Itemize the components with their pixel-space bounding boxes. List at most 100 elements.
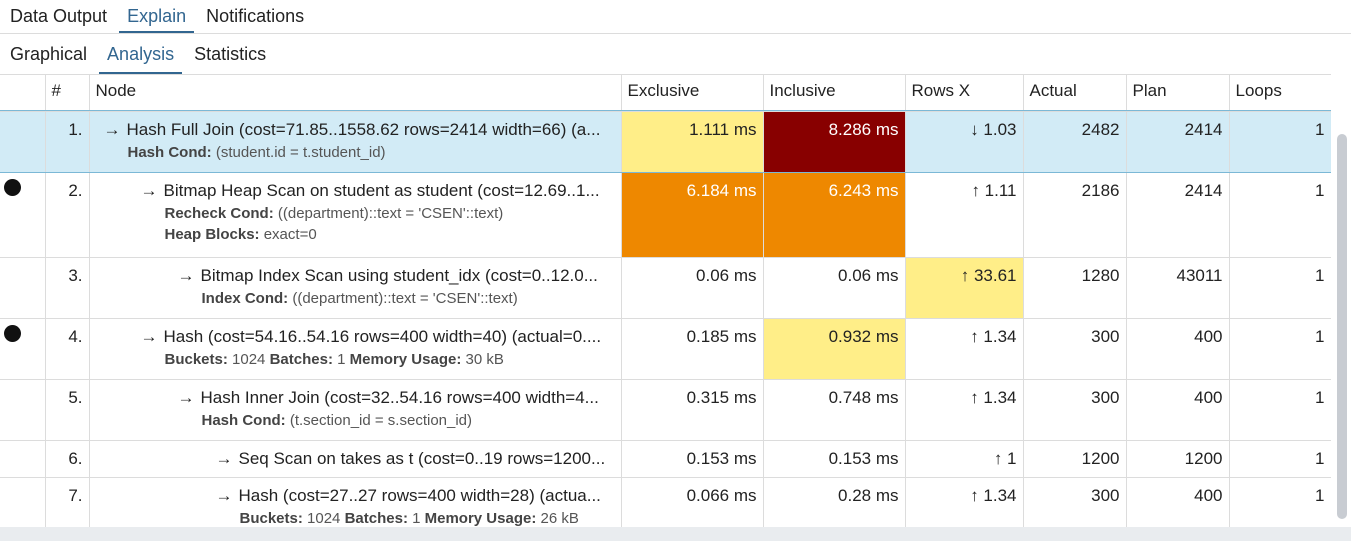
- detail-label: Heap Blocks:: [164, 225, 260, 243]
- row-marker: [0, 172, 46, 258]
- tab-explain[interactable]: Explain: [117, 0, 196, 33]
- detail-label: Index Cond:: [201, 289, 289, 307]
- actual-cell: 300: [1023, 318, 1127, 380]
- actual-cell: 300: [1023, 379, 1127, 441]
- detail-value: (t.section_id = s.section_id): [285, 411, 473, 429]
- detail-label: Batches:: [344, 509, 408, 527]
- node-label: Seq Scan on takes as t (cost=0..19 rows=…: [238, 448, 606, 468]
- vertical-scrollbar-thumb[interactable]: [1337, 134, 1347, 519]
- plan-cell: 1200: [1126, 440, 1230, 478]
- tab-graphical[interactable]: Graphical: [10, 43, 88, 64]
- row-index: 1.: [45, 111, 90, 173]
- arrow-right-icon: →: [215, 448, 233, 468]
- loops-cell: 1: [1229, 172, 1331, 258]
- loops-cell: 1: [1229, 440, 1331, 478]
- rows-x-cell: ↑ 1.11: [905, 172, 1024, 258]
- arrow-right-icon: →: [177, 265, 195, 285]
- table-row[interactable]: 2. → Bitmap Heap Scan on student as stude…: [0, 172, 1331, 258]
- row-marker: [0, 111, 46, 173]
- header-loops[interactable]: Loops: [1229, 75, 1331, 112]
- row-marker: [0, 379, 46, 441]
- node-label: Bitmap Heap Scan on student as student (…: [163, 180, 600, 200]
- node-label: Hash Inner Join (cost=32..54.16 rows=400…: [200, 387, 599, 407]
- horizontal-scrollbar[interactable]: [0, 527, 1351, 541]
- detail-label: Hash Cond:: [201, 411, 286, 429]
- tab-notifications[interactable]: Notifications: [206, 6, 305, 26]
- detail-value: 30 kB: [461, 350, 504, 368]
- header-inclusive[interactable]: Inclusive: [763, 75, 906, 112]
- row-index: 7.: [45, 477, 90, 527]
- node-cell[interactable]: → Bitmap Index Scan using student_idx (co…: [89, 257, 622, 319]
- node-cell[interactable]: → Hash Inner Join (cost=32..54.16 rows=40…: [89, 379, 622, 441]
- node-cell[interactable]: → Seq Scan on takes as t (cost=0..19 rows…: [89, 440, 622, 478]
- node-label: Hash Full Join (cost=71.85..1558.62 rows…: [126, 119, 601, 139]
- node-cell[interactable]: → Hash (cost=54.16..54.16 rows=400 width=…: [89, 318, 622, 380]
- detail-value: (student.id = t.student_id): [211, 143, 386, 161]
- plan-cell: 400: [1126, 477, 1230, 527]
- table-row[interactable]: 3. → Bitmap Index Scan using student_idx …: [0, 257, 1331, 319]
- table-row[interactable]: 1. → Hash Full Join (cost=71.85..1558.62 …: [0, 110, 1331, 173]
- rows-x-cell: ↑ 1.34: [905, 477, 1024, 527]
- rows-x-cell: ↓ 1.03: [905, 111, 1024, 173]
- row-marker: [0, 477, 46, 527]
- detail-label: Buckets:: [239, 509, 303, 527]
- plan-cell: 400: [1126, 379, 1230, 441]
- detail-label: Buckets:: [164, 350, 228, 368]
- node-cell[interactable]: → Hash Full Join (cost=71.85..1558.62 row…: [89, 111, 622, 173]
- plan-cell: 43011: [1126, 257, 1230, 319]
- header-exclusive[interactable]: Exclusive: [621, 75, 764, 112]
- header-actual[interactable]: Actual: [1023, 75, 1127, 112]
- detail-label: Hash Cond:: [127, 143, 212, 161]
- rows-x-cell: ↑ 1: [905, 440, 1024, 478]
- detail-label: Batches:: [269, 350, 333, 368]
- plan-cell: 2414: [1126, 172, 1230, 258]
- inclusive-cell: 6.243 ms: [763, 172, 906, 258]
- inclusive-cell: 0.153 ms: [763, 440, 906, 478]
- table-row[interactable]: 5. → Hash Inner Join (cost=32..54.16 rows…: [0, 379, 1331, 441]
- table-row[interactable]: 7. → Hash (cost=27..27 rows=400 width=28)…: [0, 477, 1331, 527]
- detail-value: 1024: [227, 350, 270, 368]
- plan-cell: 400: [1126, 318, 1230, 380]
- loops-cell: 1: [1229, 379, 1331, 441]
- tab-statistics[interactable]: Statistics: [194, 43, 267, 64]
- bullet-icon: [4, 324, 21, 342]
- arrow-right-icon: →: [140, 180, 158, 200]
- actual-cell: 1200: [1023, 440, 1127, 478]
- analysis-grid: # Node Exclusive Inclusive Rows X Actual…: [0, 74, 1331, 527]
- row-index: 3.: [45, 257, 90, 319]
- loops-cell: 1: [1229, 257, 1331, 319]
- node-cell[interactable]: → Bitmap Heap Scan on student as student …: [89, 172, 622, 258]
- inclusive-cell: 8.286 ms: [763, 111, 906, 173]
- actual-cell: 2186: [1023, 172, 1127, 258]
- inclusive-cell: 0.28 ms: [763, 477, 906, 527]
- arrow-right-icon: →: [177, 387, 195, 407]
- tab-analysis[interactable]: Analysis: [97, 34, 184, 74]
- row-index: 5.: [45, 379, 90, 441]
- vertical-scrollbar[interactable]: [1331, 74, 1351, 527]
- bullet-icon: [4, 178, 21, 196]
- header-marker: [0, 75, 46, 112]
- table-row[interactable]: 6. → Seq Scan on takes as t (cost=0..19 r…: [0, 440, 1331, 478]
- table-row[interactable]: 4. → Hash (cost=54.16..54.16 rows=400 wid…: [0, 318, 1331, 380]
- header-plan[interactable]: Plan: [1126, 75, 1230, 112]
- row-marker: [0, 440, 46, 478]
- inclusive-cell: 0.748 ms: [763, 379, 906, 441]
- exclusive-cell: 0.185 ms: [621, 318, 764, 380]
- header-index[interactable]: #: [45, 75, 90, 112]
- header-node[interactable]: Node: [89, 75, 622, 112]
- actual-cell: 2482: [1023, 111, 1127, 173]
- arrow-right-icon: →: [103, 119, 121, 139]
- tab-data-output[interactable]: Data Output: [10, 6, 108, 26]
- row-marker: [0, 257, 46, 319]
- arrow-right-icon: →: [215, 485, 233, 505]
- node-label: Hash (cost=54.16..54.16 rows=400 width=4…: [163, 326, 602, 346]
- node-cell[interactable]: → Hash (cost=27..27 rows=400 width=28) (a…: [89, 477, 622, 527]
- node-label: Hash (cost=27..27 rows=400 width=28) (ac…: [238, 485, 601, 505]
- top-tab-bar: Data Output Explain Notifications: [0, 0, 1351, 34]
- detail-label: Memory Usage:: [424, 509, 537, 527]
- loops-cell: 1: [1229, 111, 1331, 173]
- header-rows-x[interactable]: Rows X: [905, 75, 1024, 112]
- detail-value: 1: [332, 350, 350, 368]
- loops-cell: 1: [1229, 477, 1331, 527]
- row-index: 2.: [45, 172, 90, 258]
